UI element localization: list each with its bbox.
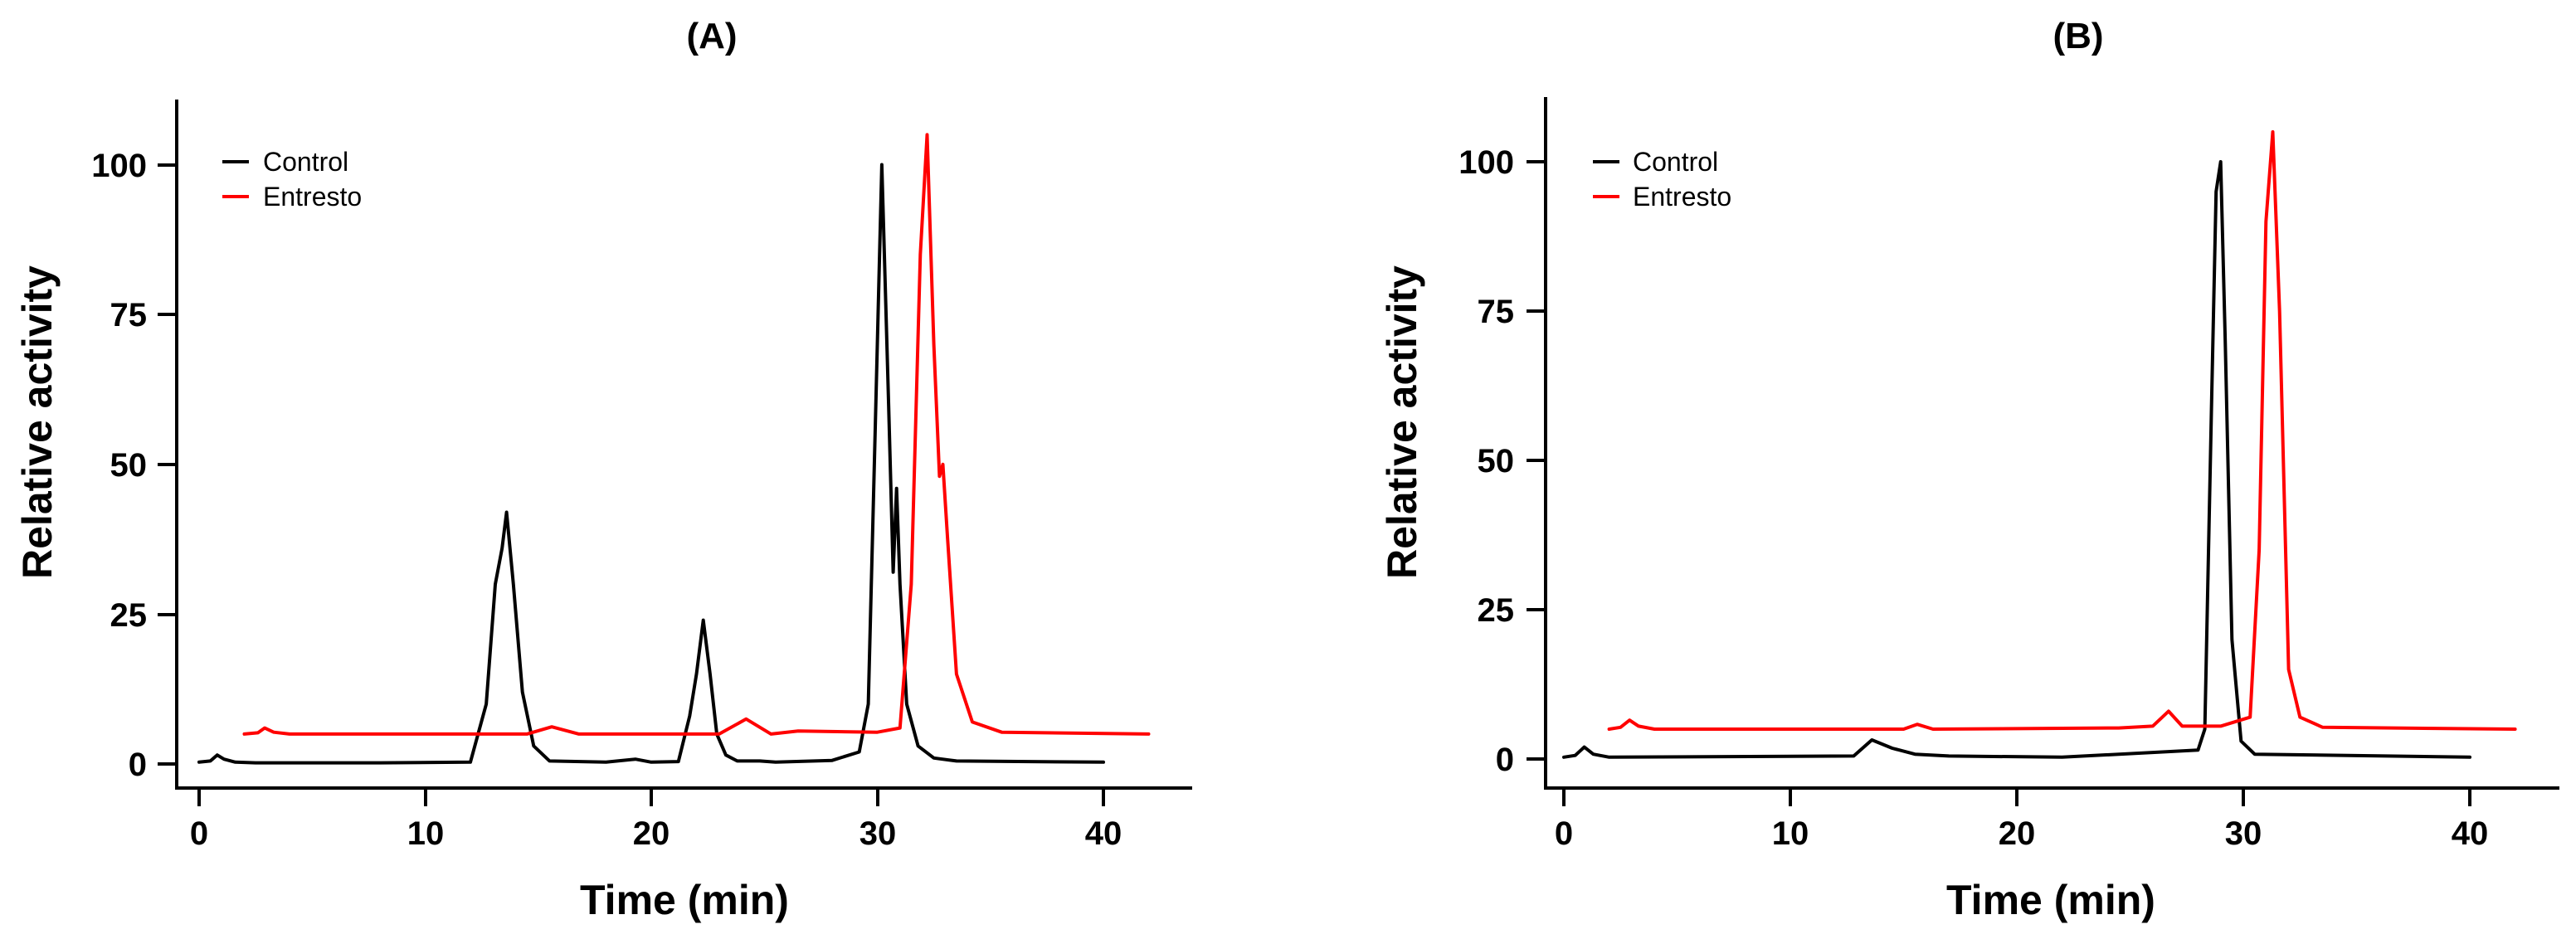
panel-a-x-tick-label: 30 xyxy=(859,815,897,852)
panel-a-legend: Control Entresto xyxy=(222,147,362,212)
panel-b-y-tick-label: 75 xyxy=(1478,294,1515,330)
panel-b-legend-label-entresto: Entresto xyxy=(1633,182,1731,212)
panel-a-x-axis-title: Time (min) xyxy=(580,877,789,923)
panel-b-y-tick-label: 0 xyxy=(1496,742,1514,778)
panel-a-y-tick-labels: 0 25 50 75 100 xyxy=(91,148,147,783)
panel-a-title: (A) xyxy=(686,16,737,56)
panel-a-legend-label-control: Control xyxy=(263,147,348,177)
panel-a-legend-label-entresto: Entresto xyxy=(263,182,362,212)
panel-b-y-tick-label: 25 xyxy=(1478,592,1515,629)
panel-b: (B) Relative activity Time (min) 0 25 50… xyxy=(1379,16,2559,923)
panel-b-y-tick-labels: 0 25 50 75 100 xyxy=(1458,144,1514,778)
panel-a-x-ticks xyxy=(197,788,1105,806)
panel-b-y-tick-label: 100 xyxy=(1458,144,1514,181)
panel-a: (A) Relative activity Time (min) 0 25 50… xyxy=(14,16,1192,923)
panel-b-x-tick-label: 20 xyxy=(1999,815,2036,852)
panel-b-title: (B) xyxy=(2053,16,2103,56)
panel-b-x-axis-title: Time (min) xyxy=(1946,877,2155,923)
panel-a-x-tick-label: 0 xyxy=(190,815,208,852)
panel-b-legend-label-control: Control xyxy=(1633,147,1718,177)
panel-a-series-line-control xyxy=(197,163,1105,765)
panel-a-x-tick-label: 40 xyxy=(1085,815,1122,852)
panel-a-y-tick-label: 50 xyxy=(110,447,148,484)
panel-b-y-ticks xyxy=(1527,160,1546,761)
panel-a-y-tick-label: 100 xyxy=(91,148,147,184)
panel-b-x-tick-labels: 0 10 20 30 40 xyxy=(1555,815,2488,852)
panel-a-x-tick-labels: 0 10 20 30 40 xyxy=(190,815,1122,852)
panel-a-x-tick-label: 10 xyxy=(407,815,445,852)
panel-b-y-tick-label: 50 xyxy=(1478,443,1515,479)
panel-a-y-tick-label: 75 xyxy=(110,297,148,333)
panel-a-x-tick-label: 20 xyxy=(633,815,670,852)
panel-b-y-axis-title: Relative activity xyxy=(1379,265,1425,579)
panel-a-y-ticks xyxy=(158,163,177,766)
panel-a-y-tick-label: 0 xyxy=(129,747,147,783)
panel-b-series-line-entresto xyxy=(1607,130,2517,731)
panel-b-x-ticks xyxy=(1562,788,2471,806)
panel-a-y-axis-title: Relative activity xyxy=(14,265,61,579)
panel-b-series-line-control xyxy=(1562,160,2471,759)
panel-a-y-tick-label: 25 xyxy=(110,597,148,634)
panel-b-x-tick-label: 0 xyxy=(1555,815,1573,852)
panel-a-series-line-entresto xyxy=(242,133,1151,736)
panel-b-x-tick-label: 30 xyxy=(2225,815,2262,852)
panel-b-legend: Control Entresto xyxy=(1593,147,1731,212)
panel-b-x-tick-label: 40 xyxy=(2452,815,2489,852)
panel-b-x-tick-label: 10 xyxy=(1772,815,1809,852)
